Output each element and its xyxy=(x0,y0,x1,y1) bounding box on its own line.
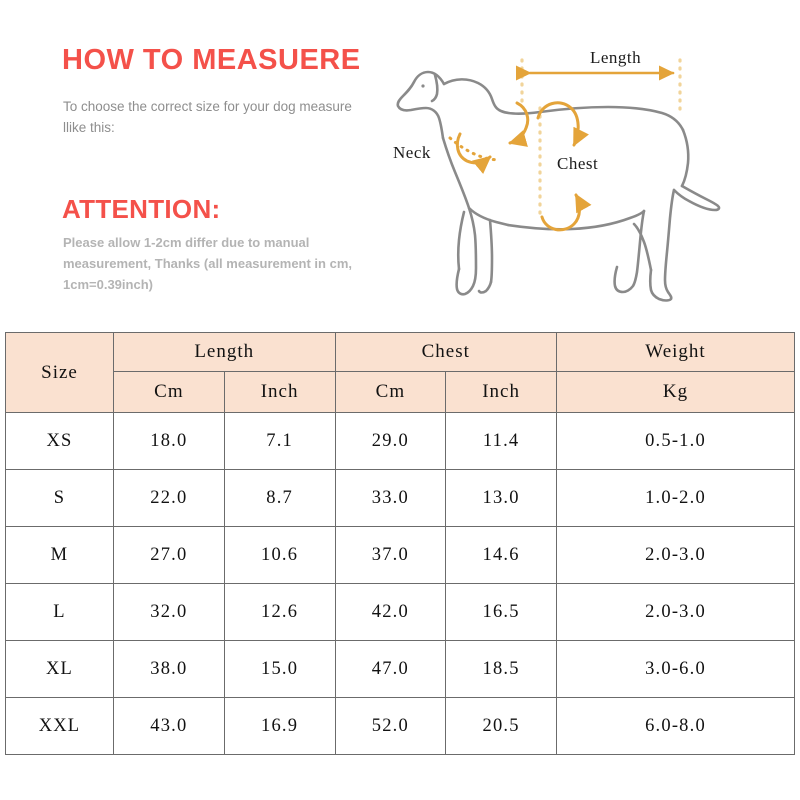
table-header-row-units: Cm Inch Cm Inch Kg xyxy=(6,371,795,413)
chest-arrow xyxy=(536,101,592,232)
cell-chest-inch: 20.5 xyxy=(445,697,557,755)
cell-length-cm: 18.0 xyxy=(113,412,225,470)
cell-length-inch: 10.6 xyxy=(223,526,336,584)
table-header: Size Length Chest Weight Cm Inch Cm Inch… xyxy=(5,332,795,413)
cell-size: XXL xyxy=(5,697,114,755)
header-chest-cm: Cm xyxy=(334,371,447,413)
page-title: HOW TO MEASUERE xyxy=(62,44,361,76)
cell-length-cm: 43.0 xyxy=(113,697,225,755)
table-row: XL 38.0 15.0 47.0 18.5 3.0-6.0 xyxy=(5,640,795,698)
cell-size: L xyxy=(5,583,114,641)
cell-length-cm: 27.0 xyxy=(113,526,225,584)
table-row: S 22.0 8.7 33.0 13.0 1.0-2.0 xyxy=(5,469,795,527)
cell-chest-cm: 47.0 xyxy=(334,640,447,698)
header-weight: Weight xyxy=(556,332,795,372)
size-chart-container: Size Length Chest Weight Cm Inch Cm Inch… xyxy=(5,332,795,755)
cell-weight-kg: 0.5-1.0 xyxy=(556,412,795,470)
cell-size: S xyxy=(5,469,114,527)
cell-chest-cm: 33.0 xyxy=(334,469,447,527)
info-panel: HOW TO MEASUERE To choose the correct si… xyxy=(0,0,420,320)
cell-chest-cm: 29.0 xyxy=(334,412,447,470)
cell-length-inch: 7.1 xyxy=(223,412,336,470)
cell-size: XS xyxy=(5,412,114,470)
cell-length-cm: 32.0 xyxy=(113,583,225,641)
cell-weight-kg: 2.0-3.0 xyxy=(556,583,795,641)
cell-chest-inch: 16.5 xyxy=(445,583,557,641)
table-row: XXL 43.0 16.9 52.0 20.5 6.0-8.0 xyxy=(5,697,795,755)
table-row: L 32.0 12.6 42.0 16.5 2.0-3.0 xyxy=(5,583,795,641)
cell-chest-inch: 14.6 xyxy=(445,526,557,584)
header-weight-kg: Kg xyxy=(556,371,795,413)
header-size: Size xyxy=(5,332,114,413)
cell-chest-inch: 18.5 xyxy=(445,640,557,698)
table-header-row-group: Size Length Chest Weight xyxy=(5,332,795,413)
cell-length-inch: 8.7 xyxy=(223,469,336,527)
dog-measurement-diagram: Length Neck Chest xyxy=(380,20,800,325)
cell-length-cm: 38.0 xyxy=(113,640,225,698)
dotted-guide-lines xyxy=(520,58,682,222)
header-chest: Chest xyxy=(334,332,557,372)
neck-dotted-guide xyxy=(448,136,502,162)
cell-chest-inch: 13.0 xyxy=(445,469,557,527)
cell-weight-kg: 2.0-3.0 xyxy=(556,526,795,584)
neck-arrow xyxy=(455,101,530,175)
attention-heading: ATTENTION: xyxy=(62,194,221,224)
header-length: Length xyxy=(113,332,336,372)
cell-weight-kg: 1.0-2.0 xyxy=(556,469,795,527)
table-body: XS 18.0 7.1 29.0 11.4 0.5-1.0 S 22.0 8.7 33.0 13.0… xyxy=(5,412,795,755)
cell-weight-kg: 3.0-6.0 xyxy=(556,640,795,698)
measure-subtitle: To choose the correct size for your dog … xyxy=(63,99,352,135)
header-length-cm: Cm xyxy=(113,371,225,413)
cell-size: M xyxy=(5,526,114,584)
cell-length-inch: 12.6 xyxy=(223,583,336,641)
dog-outline-icon xyxy=(396,70,721,302)
cell-chest-cm: 37.0 xyxy=(334,526,447,584)
cell-chest-inch: 11.4 xyxy=(445,412,557,470)
cell-weight-kg: 6.0-8.0 xyxy=(556,697,795,755)
cell-length-inch: 15.0 xyxy=(223,640,336,698)
attention-body-text: Please allow 1-2cm differ due to manual … xyxy=(63,235,352,292)
size-chart-table: Size Length Chest Weight Cm Inch Cm Inch… xyxy=(5,332,795,755)
cell-length-inch: 16.9 xyxy=(223,697,336,755)
cell-length-cm: 22.0 xyxy=(113,469,225,527)
diagram-label-neck: Neck xyxy=(393,143,431,162)
diagram-label-length: Length xyxy=(590,48,642,67)
header-length-inch: Inch xyxy=(223,371,336,413)
diagram-label-chest: Chest xyxy=(557,154,599,173)
cell-size: XL xyxy=(5,640,114,698)
header-chest-inch: Inch xyxy=(445,371,557,413)
table-row: XS 18.0 7.1 29.0 11.4 0.5-1.0 xyxy=(5,412,795,470)
table-row: M 27.0 10.6 37.0 14.6 2.0-3.0 xyxy=(5,526,795,584)
cell-chest-cm: 52.0 xyxy=(334,697,447,755)
cell-chest-cm: 42.0 xyxy=(334,583,447,641)
